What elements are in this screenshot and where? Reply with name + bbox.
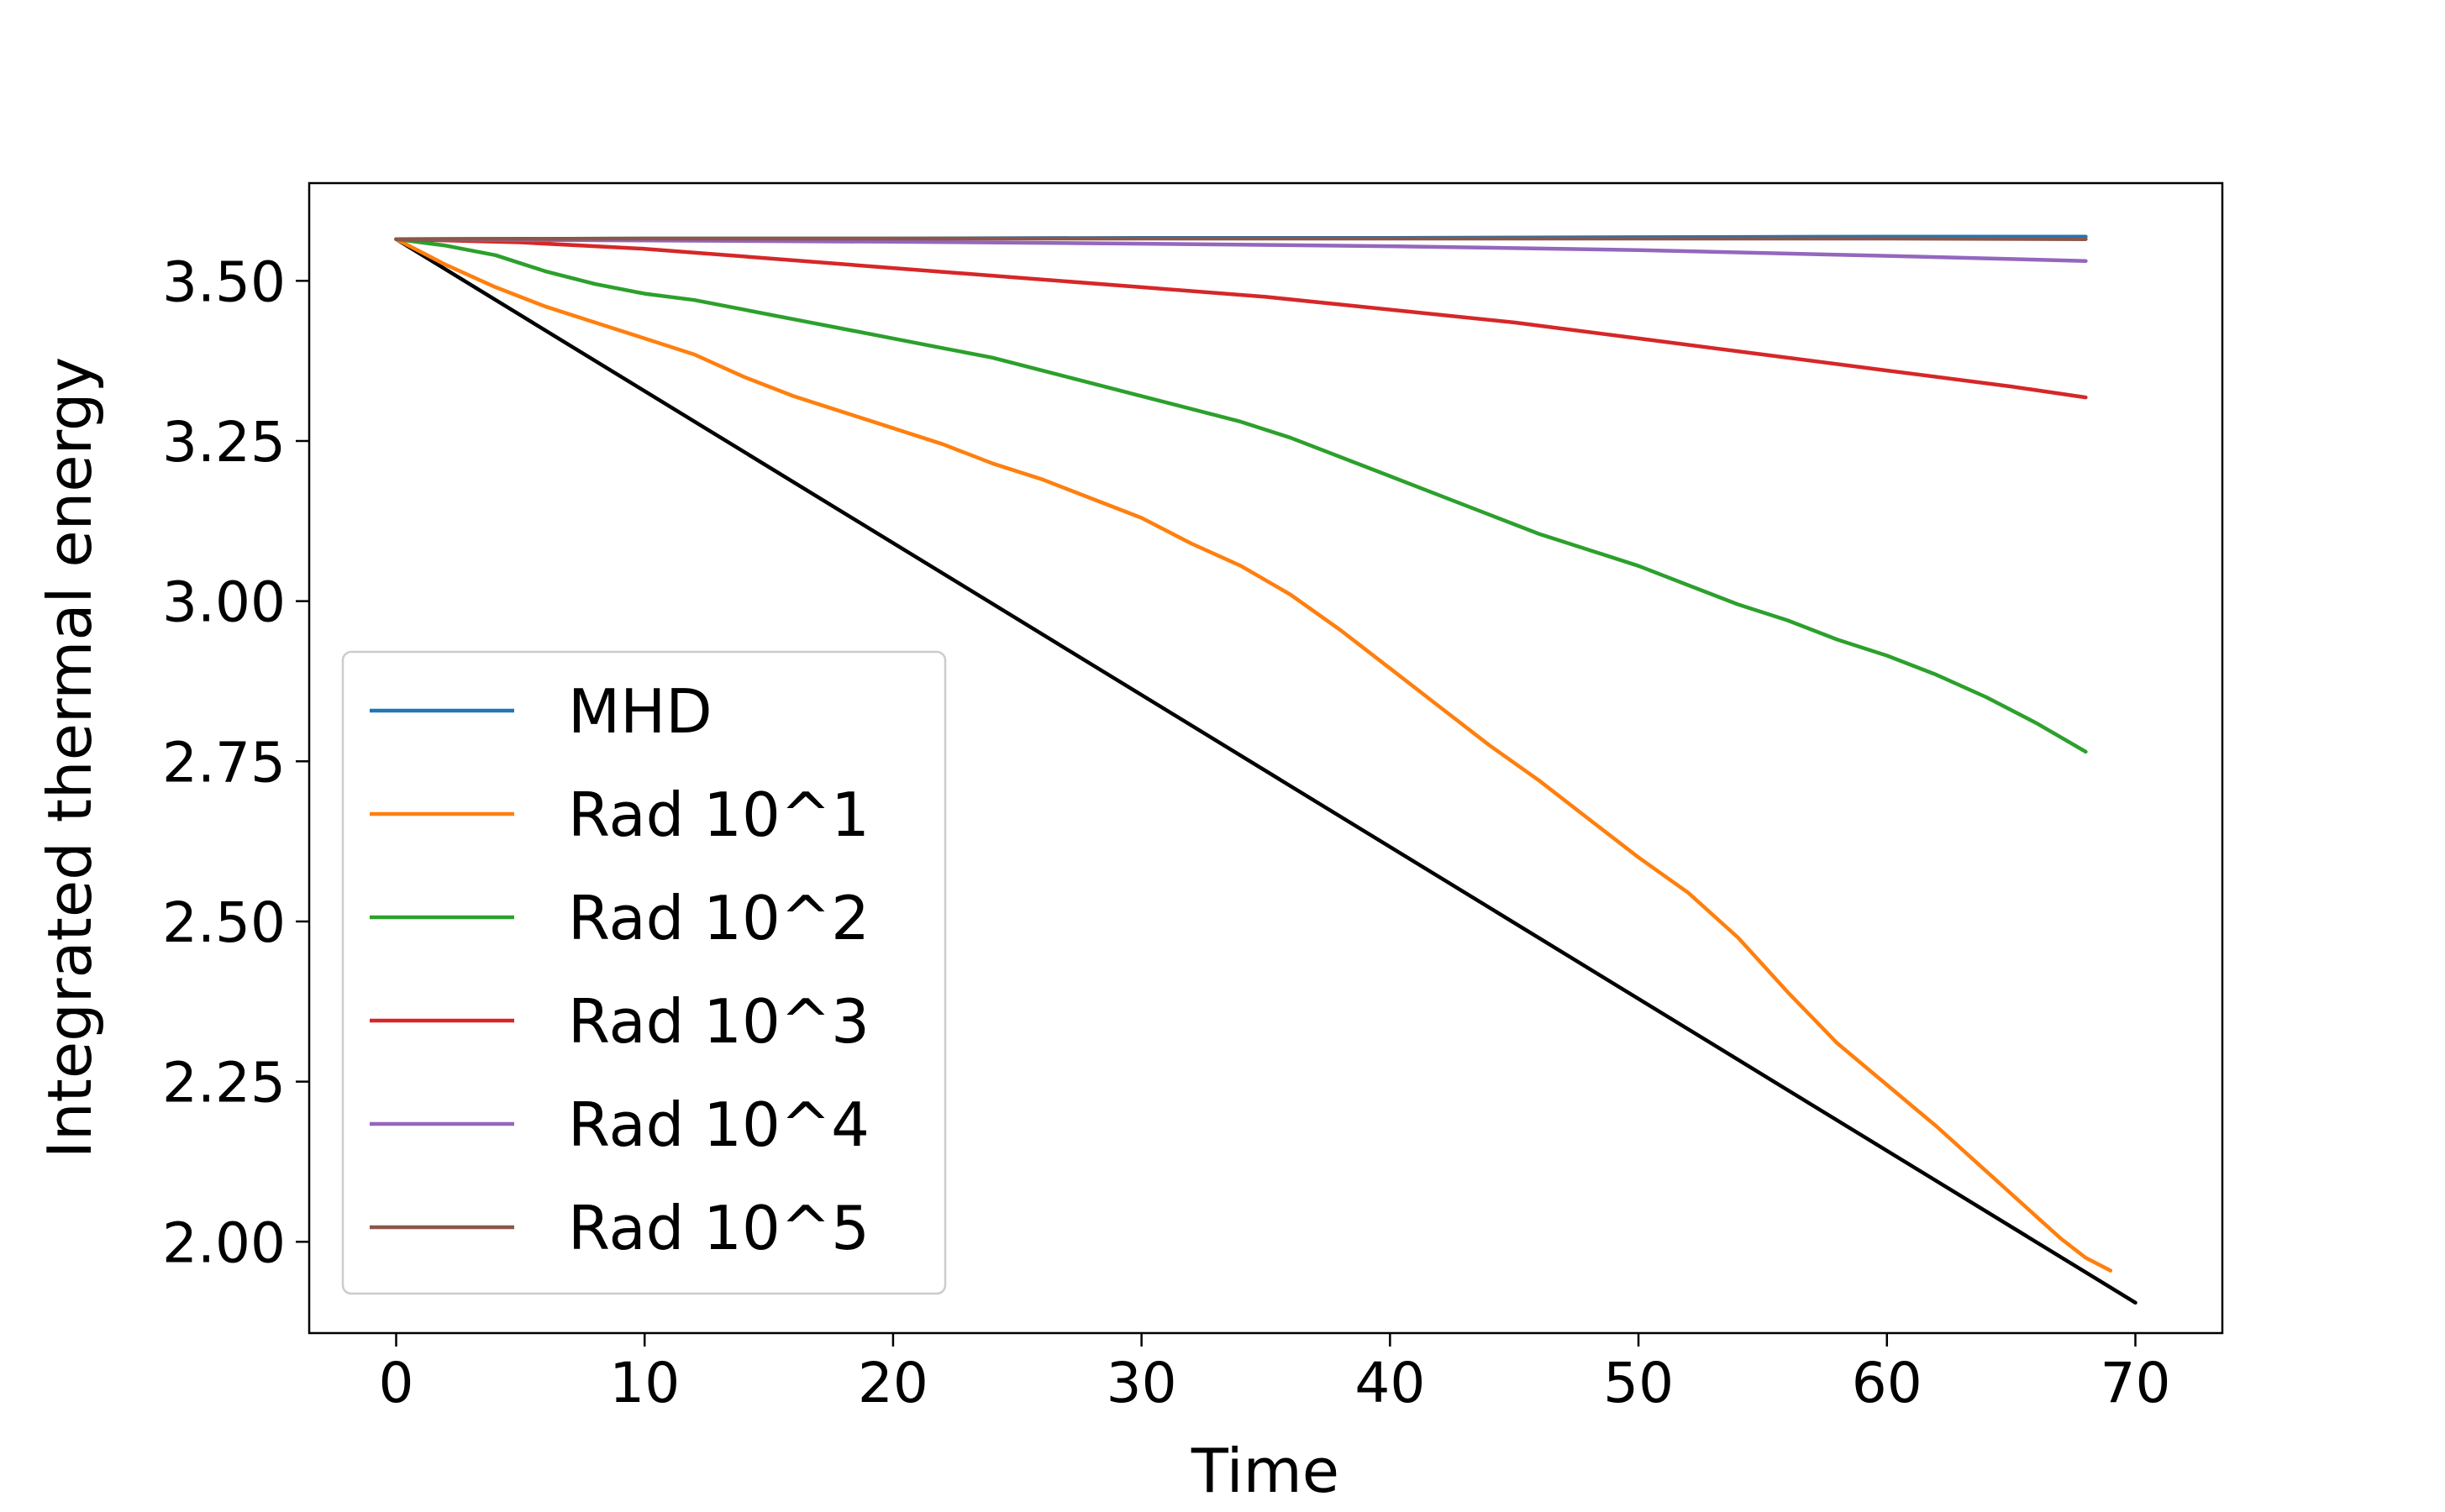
series-line-rad-10-2 [394,237,2088,754]
legend-label-rad-10-4: Rad 10^4 [568,1089,870,1160]
x-tick-label: 70 [2101,1351,2171,1415]
x-tick-label: 50 [1603,1351,1674,1415]
x-tick-label: 10 [609,1351,680,1415]
y-tick-label: 3.50 [162,249,286,314]
legend-label-rad-10-1: Rad 10^1 [568,780,870,850]
y-tick-label: 2.25 [162,1051,286,1116]
y-axis-label: Integrated thermal energy [34,357,105,1158]
legend: MHD Rad 10^1 Rad 10^2 Rad 10^3 Rad 10^4 Rad 1… [341,650,947,1295]
y-tick-label: 2.75 [162,730,286,795]
x-tick-label: 30 [1107,1351,1177,1415]
x-tick-label: 20 [858,1351,928,1415]
y-tick-label: 2.00 [162,1210,286,1275]
series-line-rad-10-1 [394,237,2113,1273]
legend-label-rad-10-5: Rad 10^5 [568,1193,870,1263]
plot-frame [308,181,2224,1335]
series-line-rad-10-3 [394,237,2088,400]
legend-label-mhd: MHD [568,676,712,747]
reference-line [394,237,2137,1305]
x-axis: 0 10 20 30 40 50 60 70 [379,1333,2171,1415]
plot-lines [394,234,2137,1305]
legend-label-rad-10-3: Rad 10^3 [568,986,870,1057]
y-tick-label: 3.00 [162,570,286,635]
x-tick-label: 0 [379,1351,414,1415]
y-tick-label: 2.50 [162,890,286,955]
x-tick-label: 40 [1354,1351,1425,1415]
x-tick-label: 60 [1852,1351,1922,1415]
series-line-rad-10-4 [394,237,2088,263]
x-axis-label: Time [1191,1436,1339,1506]
legend-label-rad-10-2: Rad 10^2 [568,883,870,953]
y-axis: 2.00 2.25 2.50 2.75 3.00 3.25 3.50 [162,249,309,1275]
y-tick-label: 3.25 [162,410,286,475]
